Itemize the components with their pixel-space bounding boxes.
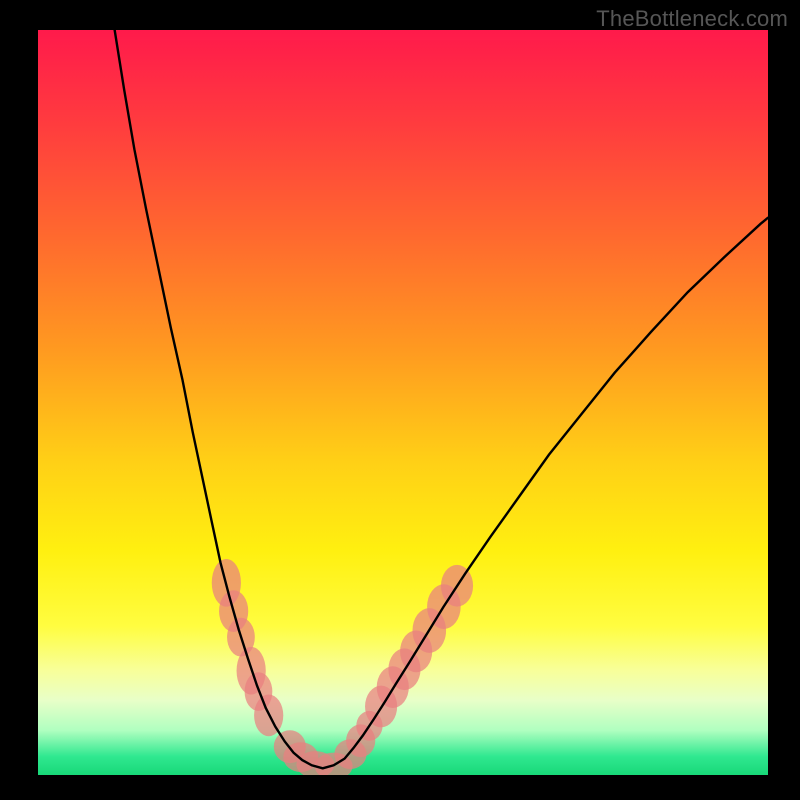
plot-area xyxy=(38,30,768,775)
curve-left-branch xyxy=(115,30,323,768)
chart-frame: TheBottleneck.com xyxy=(0,0,800,800)
plot-svg xyxy=(38,30,768,775)
watermark-text: TheBottleneck.com xyxy=(596,6,788,32)
